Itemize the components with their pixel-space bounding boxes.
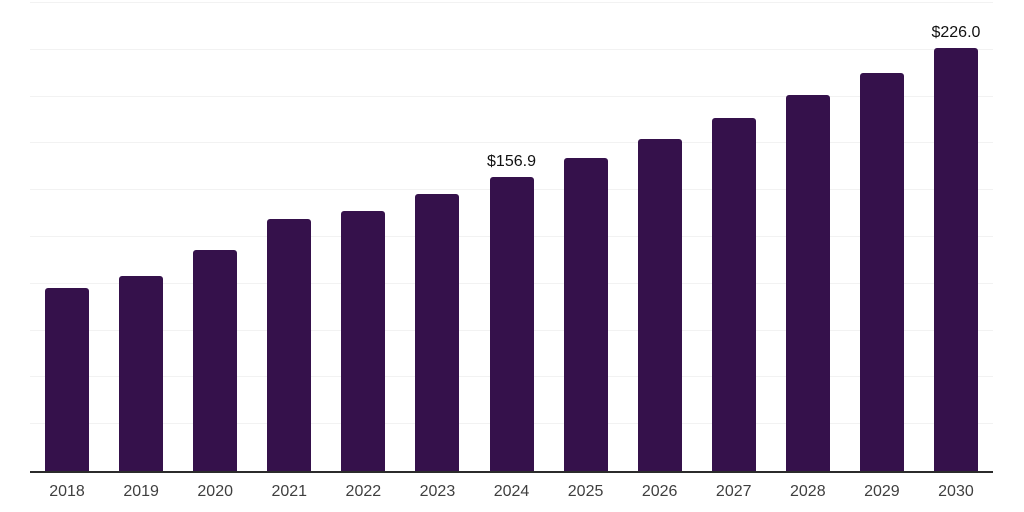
- x-tick-label-2020: 2020: [197, 483, 233, 500]
- x-tick-label-2028: 2028: [790, 483, 826, 500]
- bar-2021: [267, 219, 312, 471]
- x-axis: 2018 2019 2020 2021 2022 2023 2024 2025 2026 2027…: [30, 483, 993, 507]
- value-label-2024: $156.9: [487, 153, 536, 171]
- x-tick-label-2021: 2021: [271, 483, 308, 500]
- gridline: [30, 48, 993, 50]
- x-tick-label-2026: 2026: [641, 483, 678, 500]
- bar-2029: [859, 73, 904, 471]
- gridline: [30, 142, 993, 144]
- bar-2024: [489, 177, 534, 471]
- gridline: [30, 95, 993, 97]
- plot-area: $156.9 $226.0: [30, 2, 993, 473]
- x-tick-label-2024: 2024: [493, 483, 530, 500]
- x-tick-label-2018: 2018: [49, 483, 85, 500]
- x-tick-label-2022: 2022: [345, 483, 382, 500]
- bar-2019: [119, 276, 164, 471]
- x-tick-label-2023: 2023: [419, 483, 456, 500]
- bar-2018: [45, 288, 90, 471]
- x-tick-label-2019: 2019: [123, 483, 159, 500]
- bar-2026: [637, 139, 682, 471]
- value-label-2030: $226.0: [931, 23, 981, 41]
- bar-2030: [933, 47, 978, 471]
- bar-2028: [785, 95, 830, 471]
- bar-2022: [341, 210, 386, 471]
- x-tick-label-2029: 2029: [864, 483, 900, 500]
- x-tick-label-2030: 2030: [938, 483, 974, 500]
- gridline: [30, 2, 993, 3]
- bar-2020: [193, 250, 238, 471]
- bar-2025: [563, 158, 608, 471]
- bar-2023: [415, 193, 460, 471]
- bar-2027: [711, 117, 756, 471]
- x-tick-label-2025: 2025: [567, 483, 604, 500]
- x-tick-label-2027: 2027: [715, 483, 752, 500]
